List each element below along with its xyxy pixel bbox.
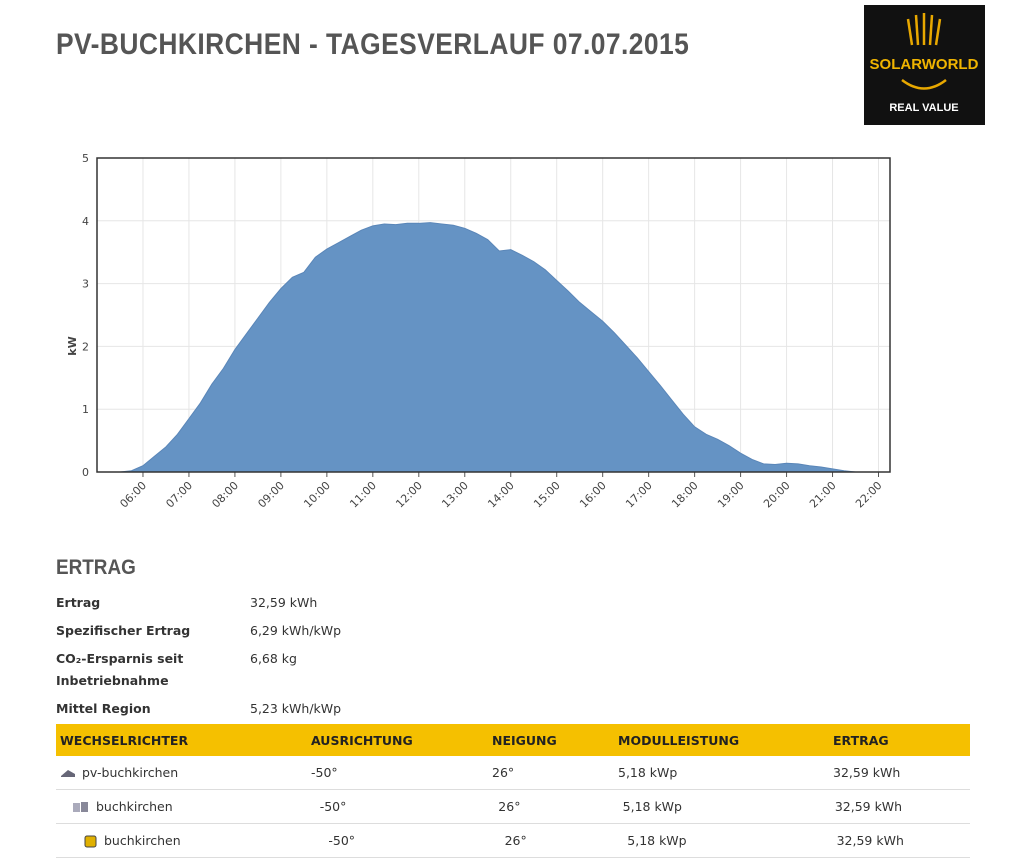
inverter-name: pv-buchkirchen <box>82 765 179 780</box>
y-tick-label: 2 <box>82 340 89 353</box>
table-cell: 5,18 kWp <box>627 833 687 848</box>
table-row: buchkirchen -50° 26° 5,18 kWp 32,59 kWh <box>56 790 970 824</box>
column-header: WECHSELRICHTER <box>60 732 189 748</box>
page-title: PV-BUCHKIRCHEN - TAGESVERLAUF 07.07.2015 <box>56 28 690 61</box>
table-header: WECHSELRICHTER AUSRICHTUNG NEIGUNG MODULLEI… <box>56 724 970 756</box>
chart: kW 0 1 2 3 4 5 06:00 07:00 08:00 09:00 10:00 11:00 1… <box>66 152 891 511</box>
y-tick-label: 1 <box>82 403 89 416</box>
x-tick-label: 17:00 <box>623 479 655 511</box>
x-tick-label: 12:00 <box>393 479 425 511</box>
table-row: pv-buchkirchen -50° 26° 5,18 kWp 32,59 kWh <box>56 756 970 790</box>
table-cell: 32,59 kWh <box>836 833 904 848</box>
x-tick-label: 15:00 <box>531 479 563 511</box>
table-cell: -50° <box>319 799 347 814</box>
column-header: AUSRICHTUNG <box>311 732 413 748</box>
logo: SOLARWORLD REAL VALUE <box>864 5 985 125</box>
plot-frame <box>96 157 891 473</box>
table-cell: 26° <box>504 833 527 848</box>
y-tick-label: 5 <box>82 152 89 165</box>
icon <box>61 769 75 777</box>
summary-label: Ertrag <box>56 595 101 610</box>
summary: Ertrag 32,59 kWh Spezifischer Ertrag 6,29 k… <box>56 592 341 726</box>
table-cell: -50° <box>328 833 356 848</box>
x-tick-label: 18:00 <box>669 479 701 511</box>
inverter-name: buchkirchen <box>96 799 173 814</box>
table-cell: buchkirchen <box>56 799 320 814</box>
device-icon <box>60 767 76 779</box>
column-header: ERTRAG <box>833 732 889 748</box>
table-cell: 5,18 kWp <box>622 799 682 814</box>
summary-row: Mittel Region 5,23 kWh/kWp <box>56 698 341 720</box>
summary-value: 32,59 kWh <box>250 595 318 610</box>
x-tick-label: 22:00 <box>853 479 885 511</box>
logo-brand: SOLARWORLD <box>870 56 979 73</box>
x-tick-label: 09:00 <box>255 479 287 511</box>
x-tick-label: 13:00 <box>439 479 471 511</box>
column-header: NEIGUNG <box>492 732 557 748</box>
table-cell: 32,59 kWh <box>833 765 901 780</box>
device-icon <box>72 800 90 814</box>
summary-value: 6,29 kWh/kWp <box>250 623 342 638</box>
table-cell: 26° <box>492 765 515 780</box>
x-tick-label: 21:00 <box>807 479 839 511</box>
table-cell: buchkirchen <box>56 833 328 848</box>
summary-row: Ertrag 32,59 kWh <box>56 592 341 614</box>
y-tick-label: 0 <box>82 466 89 479</box>
summary-label: CO₂-Ersparnis seit Inbetriebnahme <box>56 651 184 688</box>
inverter-name: buchkirchen <box>104 833 181 848</box>
icon <box>73 801 88 812</box>
x-tick-label: 19:00 <box>715 479 747 511</box>
x-tick-label: 10:00 <box>301 479 333 511</box>
area <box>119 222 856 473</box>
table-row: buchkirchen -50° 26° 5,18 kWp 32,59 kWh <box>56 824 970 858</box>
summary-row: CO₂-Ersparnis seit Inbetriebnahme 6,68 kg <box>56 648 341 692</box>
table-cell: 5,18 kWp <box>618 765 678 780</box>
x-tick-label: 07:00 <box>163 479 195 511</box>
y-tick-label: 3 <box>82 278 89 291</box>
icon <box>84 835 97 847</box>
x-tick-label: 16:00 <box>577 479 609 511</box>
summary-row: Spezifischer Ertrag 6,29 kWh/kWp <box>56 620 341 642</box>
x-tick-label: 20:00 <box>761 479 793 511</box>
column-header: MODULLEISTUNG <box>618 732 740 748</box>
x-tick-label: 06:00 <box>117 479 149 511</box>
table-cell: pv-buchkirchen <box>56 765 311 780</box>
x-tick-label: 14:00 <box>485 479 517 511</box>
table-cell: 26° <box>498 799 521 814</box>
device-icon <box>84 834 98 848</box>
summary-value: 5,23 kWh/kWp <box>250 701 342 716</box>
summary-label: Mittel Region <box>56 701 151 716</box>
logo-tagline: REAL VALUE <box>889 102 958 114</box>
table: WECHSELRICHTER AUSRICHTUNG NEIGUNG MODULLEI… <box>56 724 970 858</box>
table-cell: 32,59 kWh <box>834 799 903 814</box>
summary-value: 6,68 kg <box>250 651 297 666</box>
y-tick-label: 4 <box>82 215 89 228</box>
table-cell: -50° <box>311 765 338 780</box>
summary-title: ERTRAG <box>56 556 136 579</box>
x-tick-label: 11:00 <box>347 479 379 511</box>
y-axis-label: kW <box>66 336 79 355</box>
summary-label: Spezifischer Ertrag <box>56 623 191 638</box>
x-tick-label: 08:00 <box>209 479 241 511</box>
